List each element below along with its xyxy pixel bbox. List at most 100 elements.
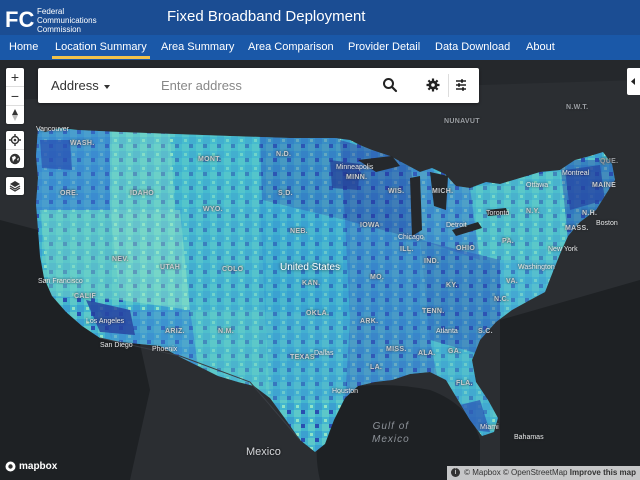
label-minn: MINN. [346,174,368,181]
city-washington: Washington [518,264,555,271]
city-houston: Houston [332,388,359,395]
search-type-dropdown[interactable]: Address [51,78,110,93]
nav-area-summary[interactable]: Area Summary [161,41,235,53]
label-ga: GA. [448,348,462,355]
city-minneapolis: Minneapolis [336,164,374,171]
label-mich: MICH. [432,188,454,195]
label-ny: N.Y. [526,208,541,215]
svg-text:FCC: FCC [5,7,35,31]
lake-superior [358,156,400,172]
attribution-text[interactable]: © Mapbox © OpenStreetMap [464,468,568,477]
label-bahamas: Bahamas [514,434,544,441]
label-colo: COLO [222,266,244,273]
label-utah: UTAH [160,264,181,271]
label-ill: ILL. [400,246,414,253]
map-svg[interactable] [0,60,640,480]
label-maine: MAINE [592,182,617,189]
label-miss: MISS. [386,346,407,353]
label-ala: ALA. [418,350,436,357]
zoom-in-button[interactable]: + [6,68,24,87]
mapbox-logo-icon [5,461,16,472]
label-ohio: OHIO [456,245,476,252]
improve-map-link[interactable]: Improve this map [569,468,636,477]
nav-provider-detail[interactable]: Provider Detail [348,41,421,53]
label-nd: N.D. [276,151,292,158]
label-ind: IND. [424,258,440,265]
lake-michigan [410,176,422,236]
label-fla: FLA. [456,380,473,387]
layers-icon [9,181,21,192]
layers-control [6,177,24,195]
settings-button[interactable] [424,76,442,94]
main-nav: Home Location Summary Area Summary Area … [0,35,640,60]
label-nm: N.M. [218,328,234,335]
app-title: Fixed Broadband Deployment [167,8,366,25]
search-button[interactable] [381,76,399,94]
label-calif: CALIF [74,293,97,300]
label-ariz: ARIZ. [165,328,185,335]
label-okla: OKLA. [306,310,330,317]
city-vancouver: Vancouver [36,126,69,133]
zoom-out-icon: − [10,88,20,104]
info-icon[interactable]: i [450,468,460,478]
label-wash: WASH. [70,140,95,147]
gulf-water [316,385,480,480]
label-nh: N.H. [582,210,598,217]
label-united-states: United States [280,262,341,273]
label-nev: NEV. [112,256,129,263]
atlantic-water [500,280,640,480]
label-mont: MONT. [198,156,222,163]
locate-button[interactable] [6,131,24,150]
caret-left-icon [631,78,635,85]
nav-data-download[interactable]: Data Download [435,41,511,53]
lake-erie [452,222,482,236]
label-ky: KY. [446,282,458,289]
zoom-out-button[interactable]: − [6,87,24,106]
locate-icon [9,134,21,146]
us-choropleth[interactable] [0,60,640,480]
search-icon [383,78,398,93]
label-mo: MO. [370,274,385,281]
label-sc: S.C. [478,328,493,335]
map-canvas[interactable]: WASH. N.D. MINN. WIS. MICH. MAINE MASS. … [0,60,640,480]
city-chicago: Chicago [398,234,424,241]
panel-toggle-button[interactable] [627,68,640,95]
label-mass: MASS. [565,225,589,232]
label-va: VA. [506,278,519,285]
nav-area-comparison[interactable]: Area Comparison [248,41,334,53]
fcc-logo[interactable]: FCC Federal Communications Commission [5,4,123,34]
lake-ontario [486,208,508,216]
city-dallas: Dallas [314,350,334,357]
city-toronto: Toronto [486,210,510,217]
mexico-border [99,337,301,441]
city-montreal: Montreal [562,170,590,177]
globe-button[interactable] [6,150,24,168]
nav-location-summary[interactable]: Location Summary [52,35,150,60]
nav-about[interactable]: About [526,41,555,53]
nav-home[interactable]: Home [9,41,39,53]
label-la: LA. [370,364,383,371]
address-search-input[interactable] [155,74,417,96]
fcc-logo-mark: FCC [5,7,35,31]
zoom-controls: + − [6,68,24,124]
lake-huron [430,172,448,210]
label-idaho: IDAHO [130,190,155,197]
label-texas: TEXAS [290,354,315,361]
gulf-line-1: Gulf of [372,421,410,432]
search-divider [448,74,449,97]
compass-button[interactable] [6,106,24,124]
mapbox-logo[interactable]: mapbox [5,461,57,472]
location-controls [6,131,24,168]
logo-line-2: Communications [37,16,97,25]
layers-button[interactable] [6,177,24,195]
search-type-label: Address [51,78,99,93]
label-sd: S.D. [278,190,293,197]
gulf-line-2: Mexico [372,434,410,445]
city-atlanta: Atlanta [436,328,458,335]
label-neb: NEB. [290,228,308,235]
filter-button[interactable] [452,76,470,94]
label-wyo: WYO. [203,206,223,213]
city-miami: Miami [480,424,499,431]
label-tenn: TENN. [422,308,445,315]
label-pa: PA. [502,238,515,245]
